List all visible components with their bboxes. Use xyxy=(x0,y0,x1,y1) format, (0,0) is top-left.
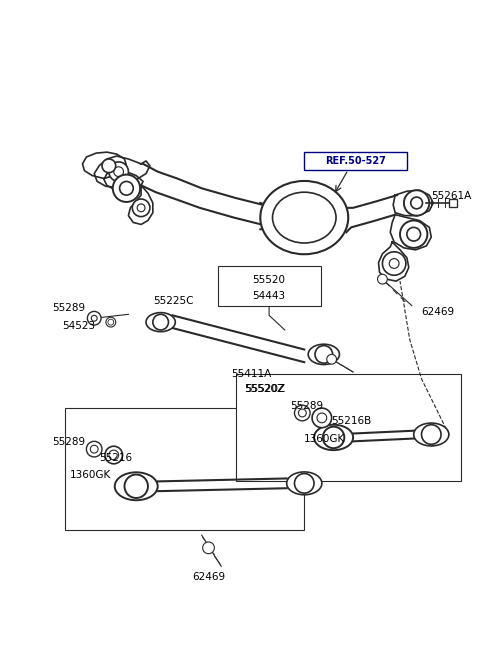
Text: 54443: 54443 xyxy=(252,291,286,300)
Circle shape xyxy=(105,446,122,464)
Circle shape xyxy=(295,474,314,493)
Ellipse shape xyxy=(260,181,348,255)
Bar xyxy=(304,152,407,170)
Circle shape xyxy=(132,199,150,216)
Ellipse shape xyxy=(414,423,449,446)
Text: 55225C: 55225C xyxy=(153,296,193,306)
Polygon shape xyxy=(83,152,126,178)
Circle shape xyxy=(86,441,102,457)
Text: 62469: 62469 xyxy=(192,572,225,582)
Circle shape xyxy=(378,274,387,284)
Circle shape xyxy=(421,424,441,444)
Ellipse shape xyxy=(115,472,158,501)
Polygon shape xyxy=(104,171,143,190)
Text: 54523: 54523 xyxy=(62,321,95,331)
Circle shape xyxy=(124,474,148,498)
Circle shape xyxy=(315,346,333,363)
Circle shape xyxy=(153,314,168,330)
Circle shape xyxy=(87,312,101,325)
Text: 55216: 55216 xyxy=(99,453,132,463)
Circle shape xyxy=(109,162,129,182)
Circle shape xyxy=(102,159,116,173)
Text: REF.50-527: REF.50-527 xyxy=(324,156,385,166)
Text: 55216B: 55216B xyxy=(332,416,372,426)
Polygon shape xyxy=(94,156,150,188)
Text: 55411A: 55411A xyxy=(231,369,271,379)
Text: 62469: 62469 xyxy=(421,308,455,318)
Text: 55289: 55289 xyxy=(290,401,324,411)
Circle shape xyxy=(323,426,344,448)
Text: 55289: 55289 xyxy=(52,304,85,314)
Text: 55520Z: 55520Z xyxy=(244,384,284,394)
Bar xyxy=(449,199,456,207)
Circle shape xyxy=(203,542,215,554)
Circle shape xyxy=(327,354,336,364)
Ellipse shape xyxy=(308,344,339,365)
Circle shape xyxy=(383,252,406,276)
Ellipse shape xyxy=(287,472,322,495)
Polygon shape xyxy=(393,190,433,216)
Text: 55261A: 55261A xyxy=(432,191,471,201)
Ellipse shape xyxy=(314,424,353,450)
Bar xyxy=(65,408,304,530)
Ellipse shape xyxy=(146,313,175,332)
Circle shape xyxy=(295,405,310,420)
Circle shape xyxy=(312,408,332,428)
Text: 55289: 55289 xyxy=(52,438,85,447)
Polygon shape xyxy=(379,242,409,281)
Circle shape xyxy=(404,190,429,216)
Circle shape xyxy=(106,318,116,327)
Text: 55520Z: 55520Z xyxy=(245,384,285,394)
Circle shape xyxy=(113,174,140,202)
Ellipse shape xyxy=(273,192,336,243)
Text: 1360GK: 1360GK xyxy=(70,470,111,480)
Text: 55520: 55520 xyxy=(252,275,286,285)
Bar xyxy=(236,374,461,482)
Bar xyxy=(218,266,321,306)
Circle shape xyxy=(400,220,427,248)
Text: 1360GK: 1360GK xyxy=(304,434,346,444)
Polygon shape xyxy=(390,215,432,250)
Polygon shape xyxy=(129,186,153,224)
